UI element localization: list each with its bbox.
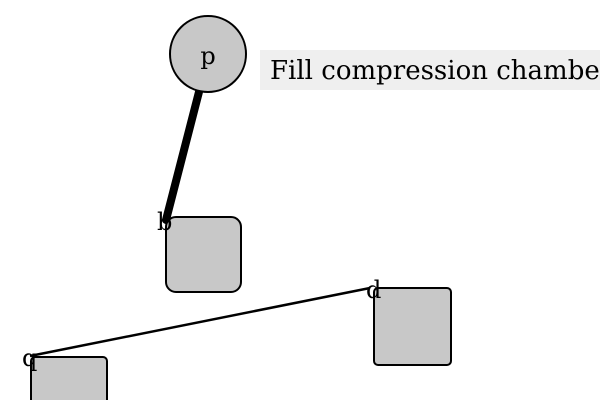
node-q-label: q [22, 344, 37, 372]
node-b[interactable]: b [157, 208, 242, 293]
node-p-shape [169, 15, 247, 93]
annotation-background [260, 50, 600, 90]
edge-d-q [29, 286, 371, 358]
node-q[interactable]: q [22, 344, 108, 400]
node-q-shape [30, 356, 108, 400]
annotation: Fill compression chamber [260, 50, 600, 90]
node-d[interactable]: d [366, 276, 452, 366]
node-d-shape [373, 287, 452, 366]
node-p-label: p [200, 42, 215, 70]
annotation-text: Fill compression chamber [270, 56, 600, 86]
node-p[interactable]: p [169, 15, 247, 93]
edge-p-b [162, 84, 204, 224]
node-d-label: d [366, 276, 381, 304]
node-b-label: b [157, 208, 172, 236]
node-b-shape [165, 216, 242, 293]
